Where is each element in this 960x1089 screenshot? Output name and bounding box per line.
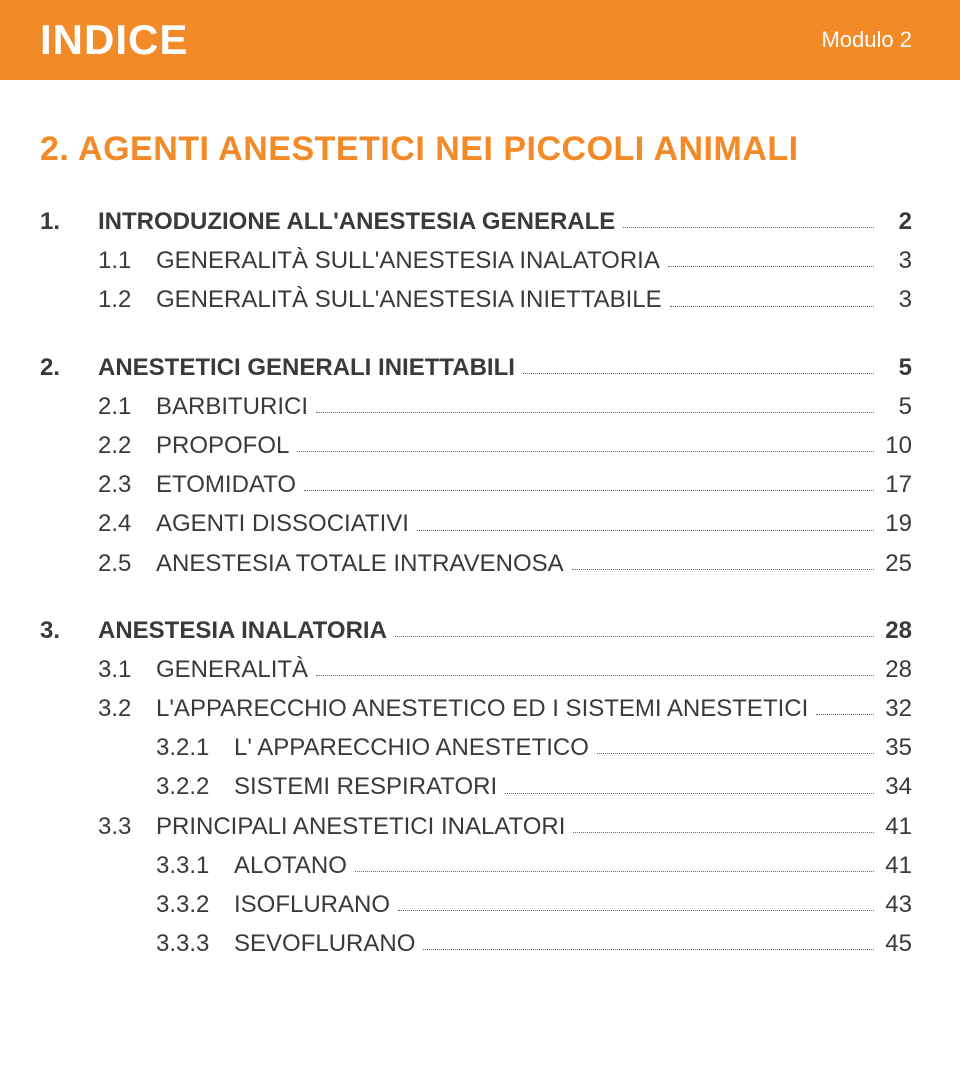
toc-row: 1.2GENERALITÀ SULL'ANESTESIA INIETTABILE…: [40, 281, 912, 318]
toc-row: 1.INTRODUZIONE ALL'ANESTESIA GENERALE 2: [40, 203, 912, 240]
toc-label: INTRODUZIONE ALL'ANESTESIA GENERALE: [98, 203, 615, 240]
toc-row: 2.5ANESTESIA TOTALE INTRAVENOSA 25: [40, 545, 912, 582]
toc-leader: [417, 530, 874, 531]
toc-page: 34: [878, 768, 912, 805]
toc-number: 3.3.1: [156, 847, 234, 884]
toc-number: 3.2.2: [156, 768, 234, 805]
content: 2. AGENTI ANESTETICI NEI PICCOLI ANIMALI…: [0, 80, 960, 962]
toc-number: 3.3.2: [156, 886, 234, 923]
header-module: Modulo 2: [821, 27, 912, 53]
toc-row: 3.1GENERALITÀ 28: [40, 651, 912, 688]
toc-leader: [316, 675, 874, 676]
toc-page: 28: [878, 612, 912, 649]
toc-page: 17: [878, 466, 912, 503]
toc-number: 2.4: [98, 505, 156, 542]
toc-number: 2.2: [98, 427, 156, 464]
toc-number: 3.3: [98, 808, 156, 845]
toc-label: PRINCIPALI ANESTETICI INALATORI: [156, 808, 565, 845]
toc-label: SISTEMI RESPIRATORI: [234, 768, 497, 805]
toc-label: ANESTESIA INALATORIA: [98, 612, 387, 649]
toc-label: L'APPARECCHIO ANESTETICO ED I SISTEMI AN…: [156, 690, 808, 727]
toc-leader: [623, 227, 874, 228]
toc-container: 1.INTRODUZIONE ALL'ANESTESIA GENERALE21.…: [40, 203, 912, 962]
toc-page: 41: [878, 847, 912, 884]
toc-row: 3.3.3SEVOFLURANO 45: [40, 925, 912, 962]
toc-row: 3.3.2ISOFLURANO 43: [40, 886, 912, 923]
toc-leader: [355, 871, 874, 872]
toc-page: 5: [878, 349, 912, 386]
toc-row: 3.2.2SISTEMI RESPIRATORI 34: [40, 768, 912, 805]
header-title: INDICE: [40, 16, 188, 64]
toc-page: 25: [878, 545, 912, 582]
toc-label: GENERALITÀ SULL'ANESTESIA INALATORIA: [156, 242, 660, 279]
toc-leader: [668, 266, 874, 267]
toc-page: 41: [878, 808, 912, 845]
toc-label: GENERALITÀ SULL'ANESTESIA INIETTABILE: [156, 281, 662, 318]
toc-number: 3.2: [98, 690, 156, 727]
toc-label: ISOFLURANO: [234, 886, 390, 923]
toc-row: 3.3PRINCIPALI ANESTETICI INALATORI 41: [40, 808, 912, 845]
toc-page: 28: [878, 651, 912, 688]
toc-row: 1.1GENERALITÀ SULL'ANESTESIA INALATORIA 3: [40, 242, 912, 279]
toc-row: 2.1BARBITURICI 5: [40, 388, 912, 425]
toc-leader: [597, 753, 874, 754]
toc-label: GENERALITÀ: [156, 651, 308, 688]
toc-page: 35: [878, 729, 912, 766]
toc-leader: [505, 793, 874, 794]
toc-page: 19: [878, 505, 912, 542]
toc-label: ALOTANO: [234, 847, 347, 884]
toc-row: 2.ANESTETICI GENERALI INIETTABILI 5: [40, 349, 912, 386]
toc-page: 5: [878, 388, 912, 425]
toc-page: 45: [878, 925, 912, 962]
toc-label: PROPOFOL: [156, 427, 289, 464]
toc-row: 2.4AGENTI DISSOCIATIVI 19: [40, 505, 912, 542]
section-title: 2. AGENTI ANESTETICI NEI PICCOLI ANIMALI: [40, 130, 912, 169]
toc-leader: [573, 832, 874, 833]
toc-row: 3.2.1L' APPARECCHIO ANESTETICO 35: [40, 729, 912, 766]
toc-number: 2.3: [98, 466, 156, 503]
header-bar: INDICE Modulo 2: [0, 0, 960, 80]
toc-number: 2.: [40, 349, 98, 386]
toc-label: ETOMIDATO: [156, 466, 296, 503]
section-title-row: 2. AGENTI ANESTETICI NEI PICCOLI ANIMALI: [40, 130, 912, 169]
toc-number: 3.3.3: [156, 925, 234, 962]
toc-page: 43: [878, 886, 912, 923]
toc-row: 2.2PROPOFOL 10: [40, 427, 912, 464]
toc-leader: [423, 949, 874, 950]
toc-number: 1.: [40, 203, 98, 240]
toc-page: 2: [878, 203, 912, 240]
toc-leader: [523, 373, 874, 374]
toc-leader: [395, 636, 874, 637]
toc-page: 10: [878, 427, 912, 464]
toc-row: 3.2L'APPARECCHIO ANESTETICO ED I SISTEMI…: [40, 690, 912, 727]
toc-leader: [304, 490, 874, 491]
toc-number: 3.: [40, 612, 98, 649]
toc-leader: [398, 910, 874, 911]
toc-leader: [572, 569, 874, 570]
toc-leader: [816, 714, 874, 715]
toc-leader: [297, 451, 874, 452]
toc-row: 3.ANESTESIA INALATORIA 28: [40, 612, 912, 649]
toc-label: BARBITURICI: [156, 388, 308, 425]
toc-row: 3.3.1ALOTANO 41: [40, 847, 912, 884]
toc-page: 3: [878, 242, 912, 279]
toc-page: 3: [878, 281, 912, 318]
toc-label: ANESTETICI GENERALI INIETTABILI: [98, 349, 515, 386]
toc-leader: [316, 412, 874, 413]
toc-number: 2.1: [98, 388, 156, 425]
toc-label: SEVOFLURANO: [234, 925, 415, 962]
toc-label: AGENTI DISSOCIATIVI: [156, 505, 409, 542]
toc-label: L' APPARECCHIO ANESTETICO: [234, 729, 589, 766]
toc-row: 2.3ETOMIDATO 17: [40, 466, 912, 503]
toc-number: 3.1: [98, 651, 156, 688]
toc-label: ANESTESIA TOTALE INTRAVENOSA: [156, 545, 564, 582]
toc-number: 1.2: [98, 281, 156, 318]
toc-number: 3.2.1: [156, 729, 234, 766]
toc-leader: [670, 306, 874, 307]
toc-page: 32: [878, 690, 912, 727]
toc-number: 2.5: [98, 545, 156, 582]
toc-number: 1.1: [98, 242, 156, 279]
